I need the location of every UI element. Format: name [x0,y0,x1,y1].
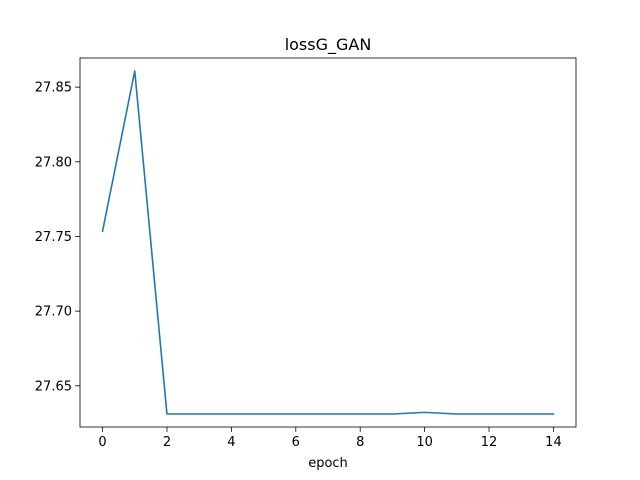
x-tick-label: 8 [356,435,364,450]
x-tick-label: 14 [545,435,562,450]
plot-frame [79,57,577,428]
x-axis: 0 2 4 6 8 10 12 14 [98,427,562,450]
x-axis-title: epoch [308,456,348,471]
x-tick-label: 10 [416,435,433,450]
x-tick-label: 4 [227,435,235,450]
y-tick-label: 27.85 [35,81,72,96]
chart-title: lossG_GAN [285,35,372,55]
y-tick-label: 27.80 [35,155,72,170]
x-tick-label: 12 [481,435,498,450]
y-axis: 27.65 27.70 27.75 27.80 27.85 [35,81,80,394]
y-tick-label: 27.65 [35,379,72,394]
plot-area [79,57,577,428]
y-tick-label: 27.75 [35,230,72,245]
series-line-0 [101,70,555,415]
y-tick-label: 27.70 [35,305,72,320]
x-tick-label: 0 [98,435,106,450]
x-tick-label: 2 [163,435,171,450]
x-tick-label: 6 [292,435,300,450]
